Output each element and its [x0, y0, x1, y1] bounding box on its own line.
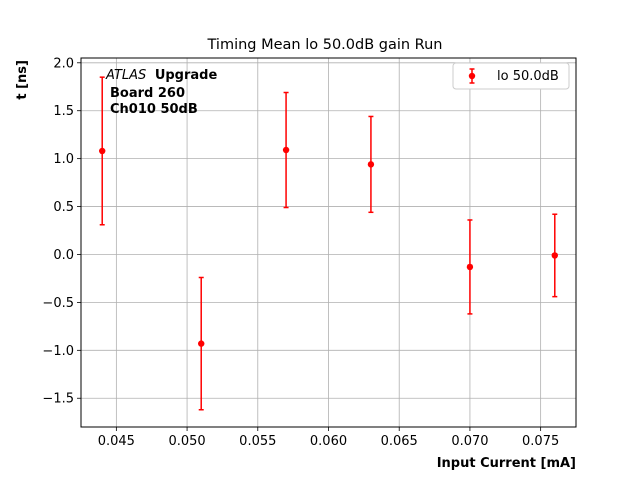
chart-title: Timing Mean lo 50.0dB gain Run: [207, 37, 443, 53]
data-marker: [551, 252, 558, 259]
data-point: [282, 91, 290, 209]
x-axis-label: Input Current [mA]: [437, 456, 576, 471]
data-point: [198, 276, 205, 411]
data-series: [99, 76, 558, 411]
data-marker: [282, 146, 290, 154]
svg-text:ATLAS Upgrade: ATLAS Upgrade: [105, 68, 217, 83]
x-tick-label: 0.065: [381, 434, 418, 449]
y-tick-label: 1.5: [53, 104, 74, 119]
x-tick-label: 0.050: [168, 434, 205, 449]
atlas-annotation: ATLAS Upgrade Board 260 Ch010 50dB: [105, 68, 217, 117]
x-tick-label: 0.060: [310, 434, 347, 449]
y-tick-label: −1.5: [42, 392, 74, 407]
legend: lo 50.0dB: [452, 62, 570, 90]
data-marker: [367, 161, 375, 168]
x-tick-label: 0.070: [451, 434, 488, 449]
data-marker: [466, 263, 474, 271]
x-tick-label: 0.055: [239, 434, 276, 449]
y-tick-label: 0.0: [53, 248, 74, 263]
data-point: [99, 76, 106, 226]
annotation-board: Board 260: [110, 86, 185, 101]
y-tick-label: −1.0: [42, 344, 74, 359]
data-point: [551, 213, 558, 298]
data-marker: [198, 340, 205, 347]
y-tick-label: 1.0: [53, 152, 74, 167]
y-tick-label: 0.5: [53, 200, 74, 215]
y-tick-label: −0.5: [42, 296, 74, 311]
annotation-atlas: ATLAS: [105, 68, 146, 83]
data-marker: [99, 147, 106, 155]
legend-entry-label: lo 50.0dB: [497, 69, 559, 84]
annotation-channel: Ch010 50dB: [110, 102, 198, 117]
x-tick-label: 0.045: [98, 434, 135, 449]
data-point: [367, 115, 375, 214]
axis-ticks: 0.045 0.050 0.055 0.060 0.065 0.070 0.075 −1.5 −…: [42, 56, 559, 449]
legend-marker-icon: [468, 72, 476, 80]
plot-frame: [80, 57, 577, 428]
y-tick-label: 2.0: [53, 56, 74, 71]
annotation-upgrade: Upgrade: [155, 68, 218, 83]
data-point: [466, 219, 474, 315]
legend-box: [452, 62, 570, 90]
x-tick-label: 0.075: [522, 434, 559, 449]
y-axis-label: t [ns]: [15, 60, 30, 100]
